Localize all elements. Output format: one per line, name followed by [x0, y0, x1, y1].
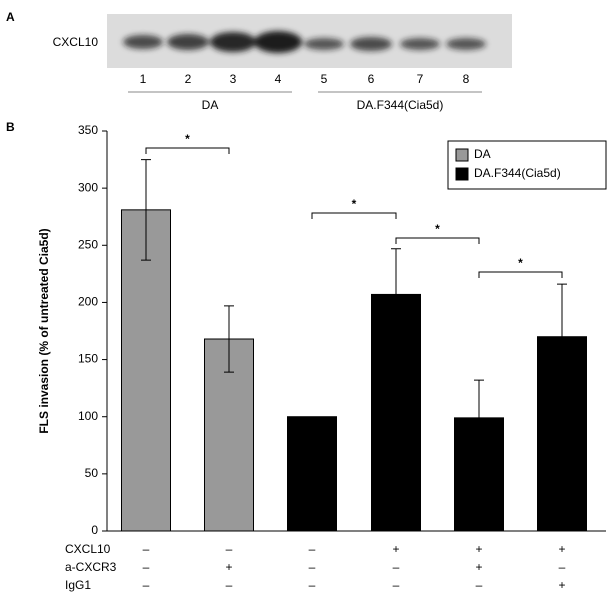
treatment-sign: – [226, 542, 233, 556]
lane-number: 5 [321, 72, 328, 86]
error-bar [391, 248, 401, 341]
lane-number: 3 [230, 72, 237, 86]
treatment-sign: – [393, 560, 400, 574]
legend-label: DA [474, 147, 491, 161]
y-tick-label: 250 [78, 237, 98, 251]
treatment-sign: + [475, 542, 482, 556]
legend-swatch [455, 167, 469, 181]
treatment-sign: – [393, 578, 400, 592]
significance-bracket [145, 147, 230, 154]
y-axis-label: FLS invasion (% of untreated Cia5d) [37, 228, 51, 433]
group-label: DA [202, 98, 219, 112]
significance-label: * [518, 256, 523, 270]
treatment-sign: – [309, 560, 316, 574]
y-tick-label: 350 [78, 123, 98, 137]
treatment-sign: – [143, 560, 150, 574]
y-tick-label: 200 [78, 295, 98, 309]
lane-number: 6 [368, 72, 375, 86]
error-bar [224, 305, 234, 373]
treatment-sign: + [225, 560, 232, 574]
y-tick-label: 50 [85, 466, 99, 480]
significance-label: * [352, 197, 357, 211]
treatment-name: IgG1 [65, 578, 91, 592]
treatment-sign: – [476, 578, 483, 592]
significance-label: * [185, 132, 190, 146]
treatment-name: CXCL10 [65, 542, 111, 556]
treatment-sign: – [559, 560, 566, 574]
significance-bracket [478, 271, 563, 278]
treatment-sign: – [143, 542, 150, 556]
treatment-sign: – [143, 578, 150, 592]
bar [287, 416, 337, 532]
lane-number: 2 [185, 72, 192, 86]
y-tick-label: 300 [78, 180, 98, 194]
panel-letter: A [6, 10, 15, 24]
lane-number: 7 [417, 72, 424, 86]
bar [121, 209, 171, 532]
y-tick-label: 100 [78, 409, 98, 423]
lane-number: 4 [275, 72, 282, 86]
significance-bracket [311, 212, 397, 219]
panel-letter: B [6, 120, 15, 134]
treatment-sign: + [475, 560, 482, 574]
blot-label: CXCL10 [53, 35, 99, 49]
treatment-name: a-CXCR3 [65, 560, 117, 574]
significance-bracket [395, 237, 480, 244]
y-tick-label: 0 [91, 523, 98, 537]
error-bar [474, 379, 484, 457]
legend-box [447, 140, 607, 190]
group-label: DA.F344(Cia5d) [357, 98, 444, 112]
significance-label: * [435, 222, 440, 236]
legend-label: DA.F344(Cia5d) [474, 166, 561, 180]
error-bar [141, 159, 151, 261]
treatment-sign: – [309, 542, 316, 556]
treatment-sign: – [309, 578, 316, 592]
treatment-sign: + [392, 542, 399, 556]
treatment-sign: – [226, 578, 233, 592]
error-bar [557, 283, 567, 390]
blot-image [107, 14, 512, 68]
y-tick-label: 150 [78, 352, 98, 366]
treatment-sign: + [558, 578, 565, 592]
lane-number: 8 [463, 72, 470, 86]
lane-number: 1 [140, 72, 147, 86]
legend-swatch [455, 148, 469, 162]
treatment-sign: + [558, 542, 565, 556]
